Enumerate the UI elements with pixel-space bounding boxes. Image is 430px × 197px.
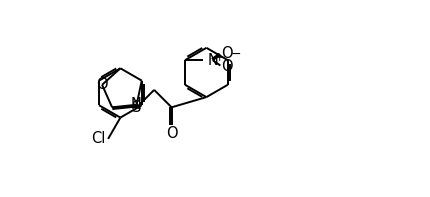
- Text: N: N: [207, 53, 218, 68]
- Text: N: N: [130, 97, 141, 112]
- Text: −: −: [230, 47, 240, 60]
- Text: Cl: Cl: [91, 131, 105, 146]
- Text: S: S: [132, 100, 141, 115]
- Text: O: O: [221, 46, 232, 61]
- Text: O: O: [96, 77, 108, 92]
- Text: +: +: [215, 53, 224, 63]
- Text: O: O: [221, 59, 232, 74]
- Text: O: O: [166, 126, 177, 141]
